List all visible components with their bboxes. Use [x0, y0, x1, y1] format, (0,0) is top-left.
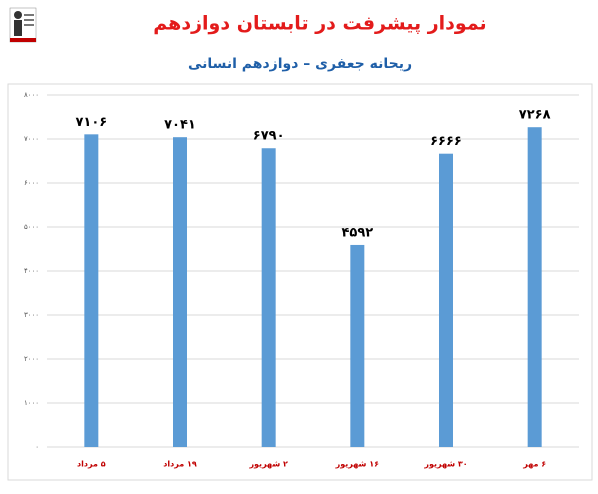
chart-subtitle: ریحانه جعفری – دوازدهم انسانی	[188, 56, 412, 72]
chart-border	[7, 83, 593, 481]
x-tick-label: ۳۰ شهریور	[423, 460, 467, 469]
y-tick-label: ۵۰۰۰	[24, 223, 39, 231]
x-tick-label: ۵ مرداد	[77, 460, 106, 469]
x-tick-label: ۱۶ شهریور	[335, 460, 379, 469]
y-tick-label: ۲۰۰۰	[24, 355, 39, 363]
value-label: ۴۵۹۲	[341, 225, 373, 240]
bar	[173, 137, 187, 448]
bar	[84, 134, 99, 447]
x-tick-label: ۲ شهریور	[248, 460, 288, 469]
y-tick-label: ۱۰۰۰	[24, 399, 39, 407]
y-tick-label: ۶۰۰۰	[24, 179, 39, 187]
value-label: ۷۰۴۱	[164, 118, 196, 133]
x-tick-label: ۱۹ مرداد	[163, 460, 197, 469]
y-tick-label: ۳۰۰۰	[24, 311, 39, 319]
chart-title: نمودار پیشرفت در تابستان دوازدهم	[153, 13, 486, 35]
bar	[527, 127, 542, 447]
value-label: ۶۶۶۶	[430, 134, 462, 149]
value-label: ۷۲۶۸	[519, 108, 551, 123]
x-tick-label: ۶ مهر	[522, 460, 546, 469]
y-tick-label: ۰	[35, 443, 39, 451]
value-label: ۶۷۹۰	[253, 129, 285, 144]
y-tick-label: ۷۰۰۰	[24, 135, 39, 143]
logo	[9, 7, 37, 43]
bar	[261, 148, 276, 448]
bar	[439, 153, 453, 448]
value-label: ۷۱۰۶	[75, 115, 107, 130]
y-tick-label: ۸۰۰۰	[24, 91, 39, 99]
bar	[350, 244, 365, 447]
y-tick-label: ۴۰۰۰	[24, 267, 39, 275]
